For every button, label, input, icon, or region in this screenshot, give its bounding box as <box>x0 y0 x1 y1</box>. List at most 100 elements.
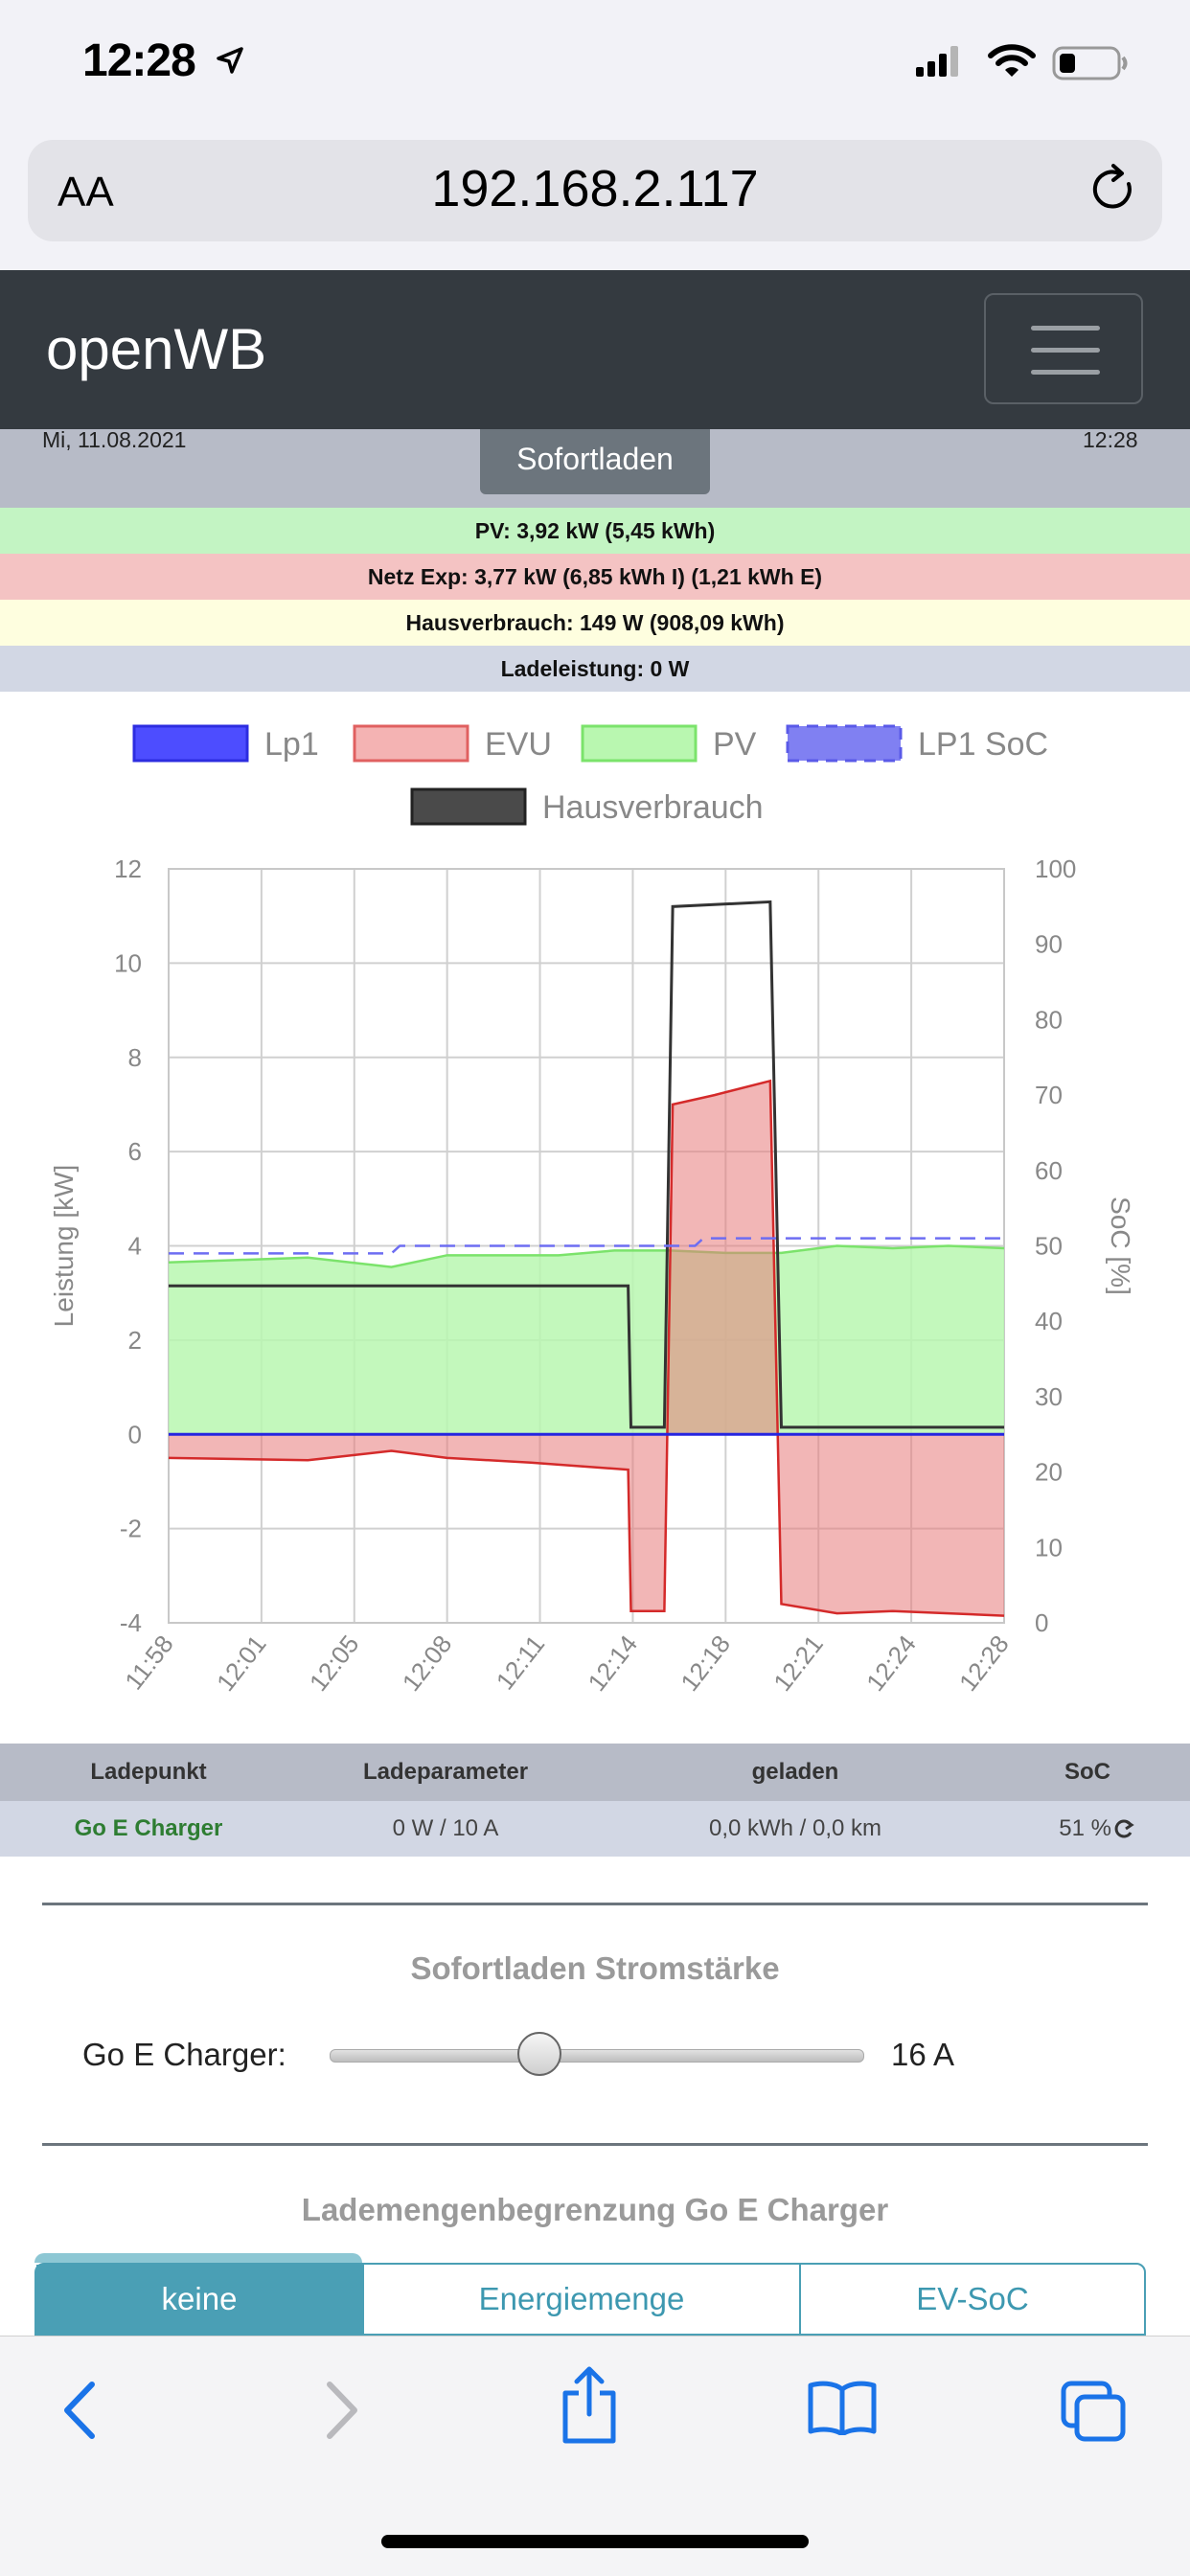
plot-border <box>168 868 1005 1624</box>
y-axis-title: Leistung [kW] <box>49 1165 79 1328</box>
col-header: Ladeparameter <box>362 1759 529 1785</box>
share-icon[interactable] <box>560 2366 619 2445</box>
charge-mode-button[interactable]: Sofortladen <box>480 429 710 494</box>
brand-logo[interactable]: openWB <box>46 317 267 381</box>
y-tick-label: 10 <box>114 948 142 977</box>
y-tick-label: 4 <box>128 1232 142 1261</box>
status-time: 12:28 <box>82 35 196 86</box>
slider-label: Go E Charger: <box>82 2037 286 2072</box>
y2-tick-label: 100 <box>1035 855 1076 883</box>
legend-label: Lp1 <box>264 726 319 763</box>
legend-label: PV <box>713 726 757 763</box>
col-header: geladen <box>751 1759 839 1785</box>
header-time: 12:28 <box>1083 427 1138 452</box>
y2-tick-label: 80 <box>1035 1005 1063 1034</box>
x-tick-label: 12:05 <box>304 1630 365 1697</box>
begrenzung-title: Lademengenbegrenzung Go E Charger <box>301 2192 889 2227</box>
y-tick-label: -2 <box>120 1515 142 1543</box>
limit-tabs: keine Energiemenge EV-SoC <box>34 2263 1146 2337</box>
forward-icon[interactable] <box>322 2381 360 2440</box>
current-slider-thumb[interactable] <box>517 2032 562 2076</box>
y2-tick-label: 50 <box>1035 1232 1063 1261</box>
cellular-signal-icon <box>916 46 958 77</box>
x-tick-label: 12:28 <box>953 1630 1015 1697</box>
hamburger-icon-line <box>1031 348 1100 353</box>
y-tick-label: 0 <box>128 1420 142 1448</box>
house-consumption-row: Hausverbrauch: 149 W (908,09 kWh) <box>0 600 1190 646</box>
y2-tick-label: 20 <box>1035 1458 1063 1487</box>
address-bar[interactable] <box>28 140 1162 241</box>
x-tick-label: 12:11 <box>491 1630 551 1695</box>
col-header: Ladepunkt <box>90 1759 207 1785</box>
grid-row: Netz Exp: 3,77 kW (6,85 kWh I) (1,21 kWh… <box>0 554 1190 600</box>
bookmarks-icon[interactable] <box>807 2380 878 2435</box>
url-text[interactable]: 192.168.2.117 <box>431 160 759 217</box>
x-tick-label: 12:21 <box>767 1630 829 1697</box>
hamburger-icon <box>1031 326 1100 331</box>
pv-row: PV: 3,92 kW (5,45 kWh) <box>0 508 1190 554</box>
charged-cell: 0,0 kWh / 0,0 km <box>708 1815 882 1841</box>
sofortladen-title: Sofortladen Stromstärke <box>410 1950 780 1986</box>
y-tick-label: 8 <box>128 1043 142 1072</box>
current-slider-track[interactable] <box>330 2049 864 2063</box>
tab-focus-ring <box>34 2253 362 2263</box>
y2-tick-label: 60 <box>1035 1156 1063 1185</box>
y2-tick-label: 40 <box>1035 1307 1063 1335</box>
power-chart: 121086420-2-4100908070605040302010011:58… <box>49 724 1135 1697</box>
tab-energiemenge[interactable]: Energiemenge <box>364 2265 801 2337</box>
legend-label: EVU <box>485 726 552 763</box>
tabs-icon[interactable] <box>1060 2380 1127 2443</box>
charge-param-cell: 0 W / 10 A <box>392 1815 499 1841</box>
charge-power-row: Ladeleistung: 0 W <box>0 646 1190 692</box>
y2-tick-label: 70 <box>1035 1081 1063 1109</box>
soc-line <box>169 1237 1004 1255</box>
refresh-soc-icon[interactable] <box>1113 1818 1134 1839</box>
y2-tick-label: 10 <box>1035 1533 1063 1562</box>
reload-icon[interactable] <box>1087 163 1140 217</box>
legend-label: LP1 SoC <box>918 726 1048 763</box>
tab-keine[interactable]: keine <box>36 2265 364 2337</box>
hausverbrauch-line <box>169 900 1004 1429</box>
x-tick-label: 12:24 <box>860 1630 922 1697</box>
charger-name-link[interactable]: Go E Charger <box>74 1815 223 1841</box>
divider <box>42 2143 1148 2146</box>
col-header: SoC <box>1064 1759 1110 1785</box>
x-tick-label: 12:01 <box>211 1630 272 1697</box>
legend-label: Hausverbrauch <box>542 789 764 826</box>
location-arrow-icon <box>217 47 243 74</box>
home-indicator <box>381 2535 809 2548</box>
legend-swatch <box>786 724 903 763</box>
x-tick-label: 12:18 <box>675 1630 736 1697</box>
text-size-button[interactable]: AA <box>57 169 114 216</box>
legend-swatch <box>410 787 527 826</box>
legend-swatch <box>581 724 698 763</box>
y-tick-label: 6 <box>128 1137 142 1166</box>
slider-value: 16 A <box>891 2037 955 2072</box>
y-tick-label: 2 <box>128 1326 142 1355</box>
status-bar <box>0 0 1190 126</box>
x-tick-label: 12:14 <box>582 1630 643 1697</box>
menu-toggle-button[interactable] <box>984 293 1143 404</box>
table-row: Go E Charger 0 W / 10 A 0,0 kWh / 0,0 km… <box>0 1801 1190 1857</box>
pv-area <box>169 1245 1004 1435</box>
battery-icon <box>1052 46 1128 80</box>
tab-ev-soc[interactable]: EV-SoC <box>916 2281 1029 2316</box>
x-tick-label: 11:58 <box>119 1630 179 1695</box>
divider <box>42 1903 1148 1905</box>
legend-swatch <box>353 724 469 763</box>
y-tick-label: -4 <box>120 1608 142 1637</box>
x-tick-label: 12:08 <box>397 1630 458 1697</box>
wifi-icon <box>988 44 1036 77</box>
legend-swatch <box>132 724 249 763</box>
y2-tick-label: 30 <box>1035 1382 1063 1411</box>
evu-line <box>168 1079 1005 1617</box>
soc-cell: 51 % <box>1059 1815 1111 1841</box>
header-date: Mi, 11.08.2021 <box>42 427 187 452</box>
evu-area <box>169 1081 1004 1616</box>
y2-tick-label: 0 <box>1035 1608 1048 1637</box>
y2-tick-label: 90 <box>1035 930 1063 959</box>
hamburger-icon-line <box>1031 370 1100 375</box>
y-tick-label: 12 <box>114 855 142 883</box>
y2-axis-title: SoC [%] <box>1106 1197 1135 1295</box>
back-icon[interactable] <box>61 2381 100 2440</box>
